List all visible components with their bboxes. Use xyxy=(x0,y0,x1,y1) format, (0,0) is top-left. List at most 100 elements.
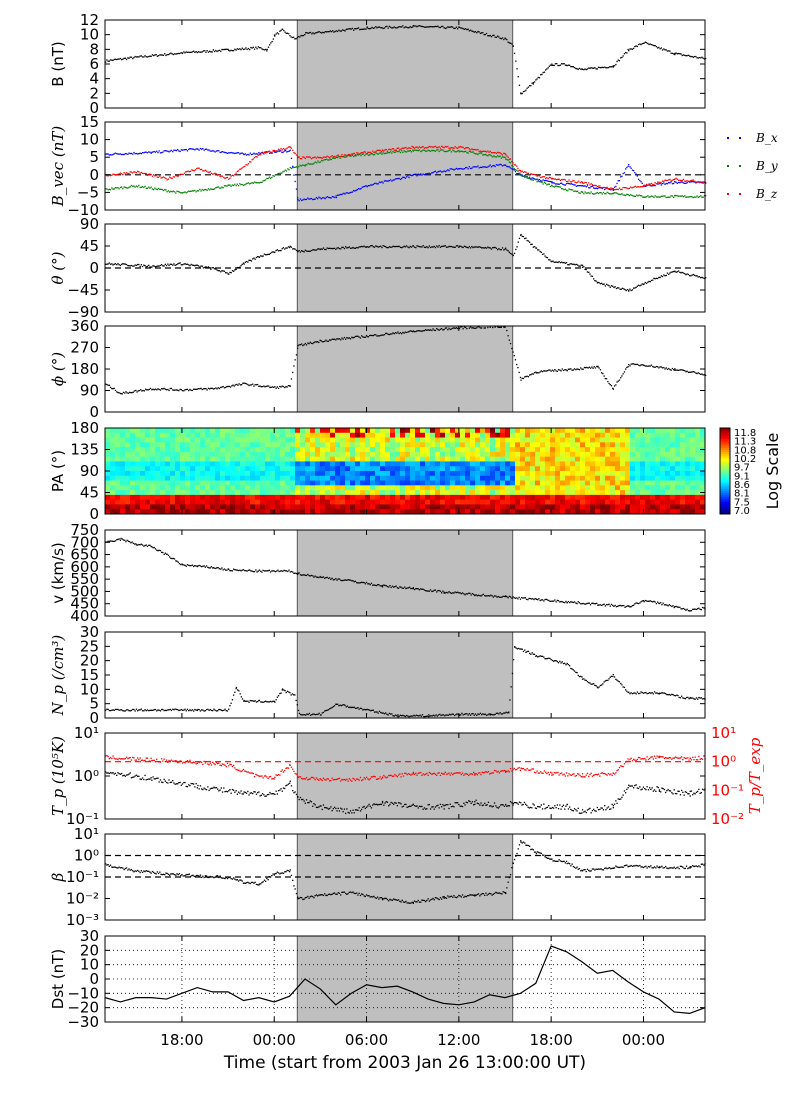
data-point xyxy=(143,172,145,175)
data-point xyxy=(514,169,517,171)
data-point xyxy=(386,150,389,152)
data-point xyxy=(584,181,586,184)
data-point xyxy=(135,172,138,174)
data-point xyxy=(495,152,498,154)
heatmap-cell xyxy=(345,466,351,472)
data-point xyxy=(465,326,467,329)
data-point xyxy=(361,153,363,155)
data-point xyxy=(618,187,621,189)
data-point xyxy=(287,150,289,153)
data-point xyxy=(112,153,114,156)
heatmap-cell xyxy=(370,428,376,434)
heatmap-cell xyxy=(250,475,256,481)
data-point xyxy=(149,187,151,189)
data-point xyxy=(474,149,477,151)
heatmap-cell xyxy=(410,451,416,458)
data-point xyxy=(487,246,489,248)
data-point xyxy=(465,28,467,30)
data-point xyxy=(648,43,650,46)
data-point xyxy=(237,267,240,269)
heatmap-cell xyxy=(495,451,501,458)
data-point xyxy=(468,148,470,150)
data-point xyxy=(357,154,360,156)
data-point xyxy=(310,249,313,252)
data-point xyxy=(618,180,621,182)
data-point xyxy=(229,50,231,52)
heatmap-cell xyxy=(205,490,211,496)
heatmap-cell xyxy=(430,428,436,434)
data-point xyxy=(570,263,573,265)
data-point xyxy=(665,196,667,199)
data-point xyxy=(319,161,322,163)
series-data xyxy=(105,233,707,292)
heatmap-cell xyxy=(320,509,326,515)
heatmap-cell xyxy=(600,447,606,453)
heatmap-cell xyxy=(550,485,556,491)
data-point xyxy=(467,28,469,30)
heatmap-cell xyxy=(185,447,191,453)
heatmap-cell xyxy=(230,456,236,462)
heatmap-cell xyxy=(265,442,271,448)
data-point xyxy=(322,247,325,249)
heatmap-cell xyxy=(585,471,591,477)
heatmap-cell xyxy=(480,504,486,510)
heatmap-cell xyxy=(495,442,501,448)
heatmap-cell xyxy=(535,480,541,486)
heatmap-cell xyxy=(555,461,561,467)
heatmap-cell xyxy=(515,437,521,443)
data-point xyxy=(700,277,702,279)
heatmap-cell xyxy=(125,442,131,448)
heatmap-cell xyxy=(410,447,416,453)
heatmap-cell xyxy=(330,437,336,443)
heatmap-cell xyxy=(105,432,111,438)
heatmap-cell xyxy=(455,451,461,458)
data-point xyxy=(575,182,578,184)
data-point xyxy=(151,151,153,153)
data-point xyxy=(461,168,463,170)
heatmap-cell xyxy=(240,485,246,491)
heatmap-cell xyxy=(240,466,246,472)
data-point xyxy=(210,387,212,389)
heatmap-cell xyxy=(465,437,471,443)
data-point xyxy=(417,25,419,27)
data-point xyxy=(309,198,311,200)
heatmap-cell xyxy=(360,442,366,448)
data-point xyxy=(299,36,301,38)
heatmap-cell xyxy=(195,456,201,462)
data-point xyxy=(332,157,334,159)
data-point xyxy=(119,264,122,267)
data-point xyxy=(593,278,595,280)
heatmap-cell xyxy=(575,442,581,448)
data-point xyxy=(328,159,330,161)
data-point xyxy=(256,48,258,50)
heatmap-cell xyxy=(265,490,271,496)
heatmap-cell xyxy=(590,504,596,510)
heatmap-cell xyxy=(105,461,111,467)
data-point xyxy=(223,176,225,179)
data-point xyxy=(140,55,142,57)
heatmap-cell xyxy=(360,480,366,486)
data-point xyxy=(551,184,553,186)
data-point xyxy=(577,264,579,266)
data-point xyxy=(506,39,508,41)
data-point xyxy=(423,174,426,176)
data-point xyxy=(380,181,382,184)
data-point xyxy=(160,188,162,190)
heatmap-cell xyxy=(495,504,501,510)
data-point xyxy=(309,250,311,252)
heatmap-cell xyxy=(450,471,456,477)
data-point xyxy=(393,148,395,150)
data-point xyxy=(217,174,219,176)
data-point xyxy=(612,388,614,390)
data-point xyxy=(693,371,696,373)
heatmap-cell xyxy=(485,456,491,462)
data-point xyxy=(572,263,574,265)
heatmap-cell xyxy=(525,499,531,505)
heatmap-cell xyxy=(600,504,606,510)
data-point xyxy=(412,331,414,333)
data-point xyxy=(297,36,300,38)
data-point xyxy=(349,154,352,156)
heatmap-cell xyxy=(110,509,116,515)
heatmap-cell xyxy=(525,451,531,458)
data-point xyxy=(493,155,495,157)
